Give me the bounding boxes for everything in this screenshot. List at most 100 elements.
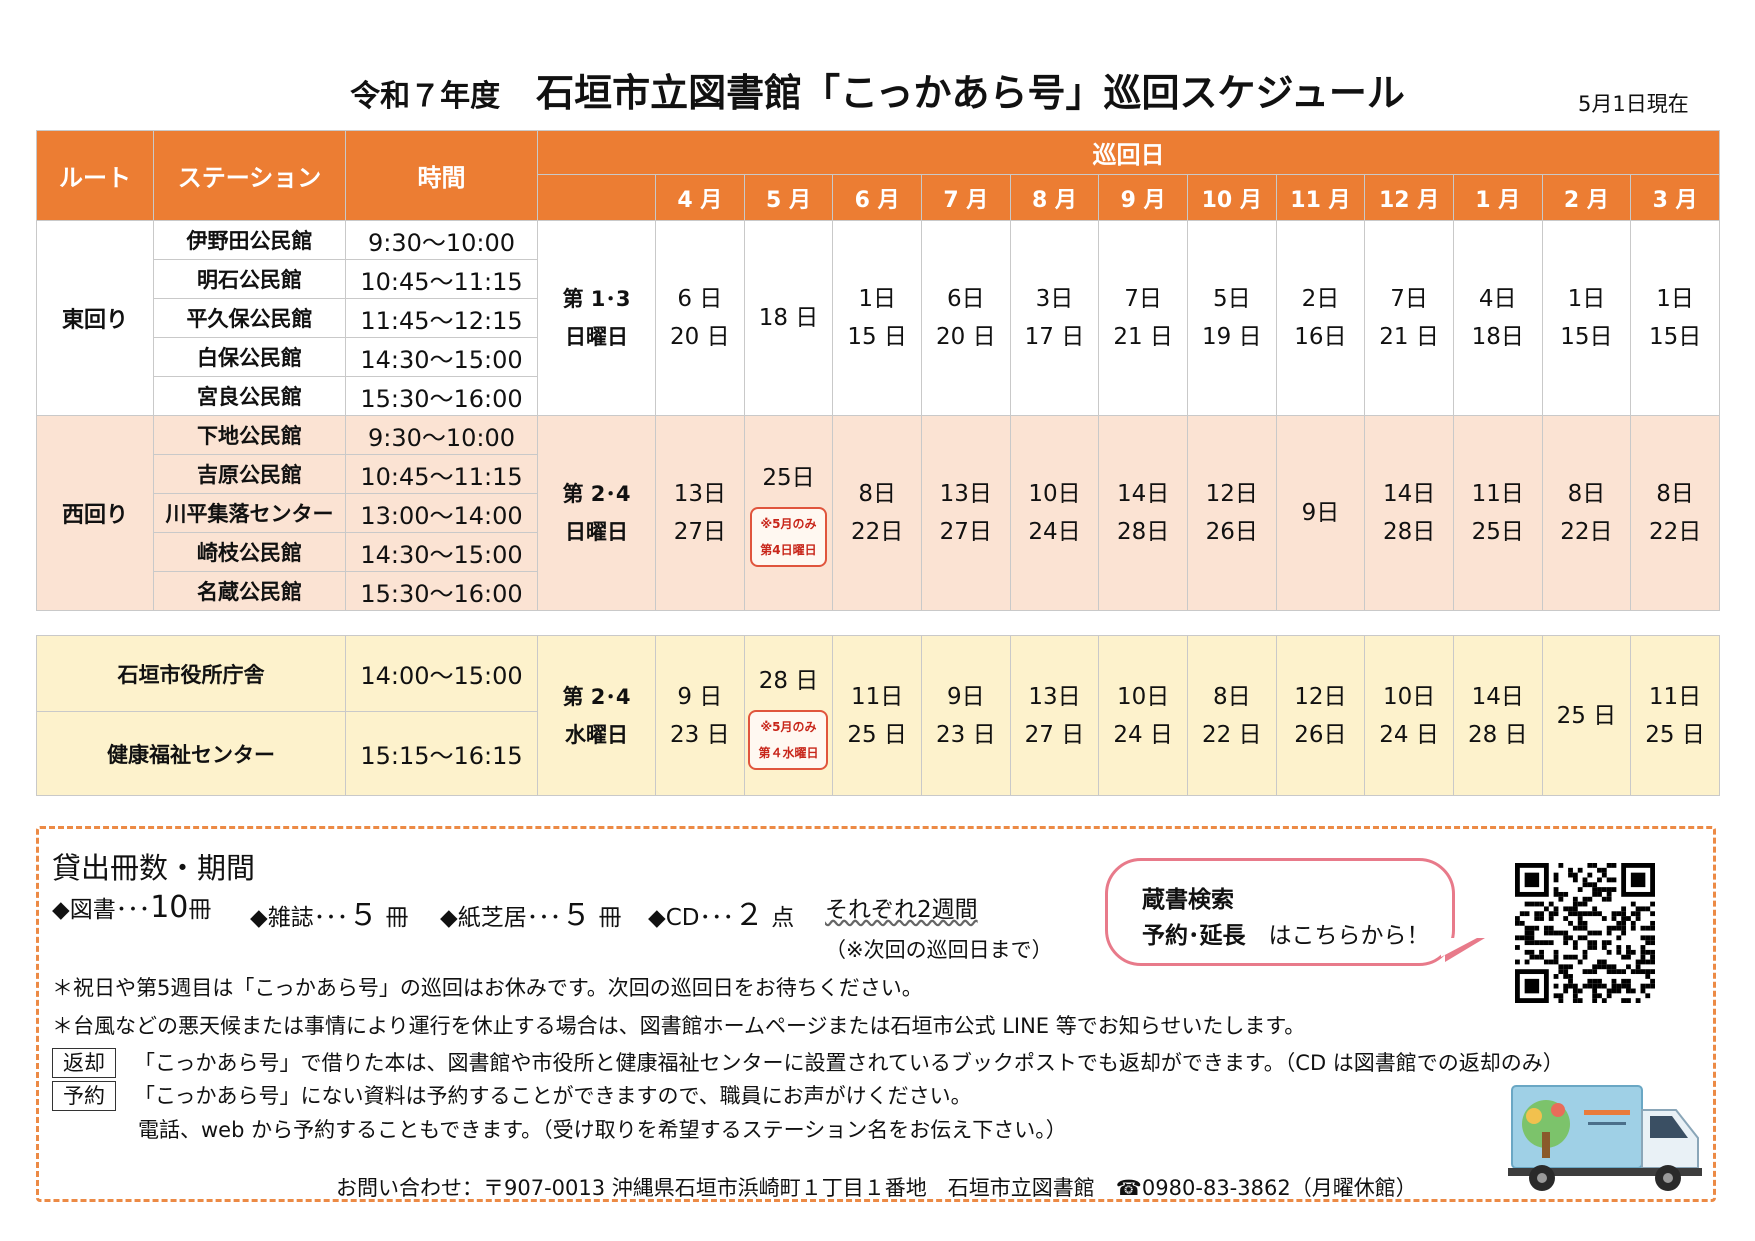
bubble-tail-inner bbox=[1441, 938, 1477, 957]
holiday-note: ＊祝日や第5週目は「こっかあら号」の巡回はお休みです。次回の巡回日をお待ちくださ… bbox=[52, 976, 923, 1000]
loan-cd: ◆CD･･･２ 点 bbox=[648, 898, 795, 933]
month-header: 1 月 bbox=[1452, 174, 1543, 221]
visit-dates: 14日 28日 bbox=[1098, 415, 1188, 611]
station-name: 下地公民館 bbox=[153, 415, 346, 455]
reserve-note-2: 電話、web から予約することもできます。（受け取りを希望するステーション名をお… bbox=[138, 1118, 1067, 1142]
weather-note: ＊台風などの悪天候または事情により運行を休止する場合は、図書館ホームページまたは… bbox=[52, 1014, 1306, 1038]
station-time: 10:45～11:15 bbox=[345, 454, 538, 494]
route-east: 東回り bbox=[36, 220, 154, 416]
visit-dates: 13日 27 日 bbox=[1009, 635, 1100, 796]
station-name: 健康福祉センター bbox=[36, 711, 346, 796]
header-week-blank bbox=[537, 174, 656, 221]
visit-dates: 9日 bbox=[1275, 415, 1366, 611]
loan-magazines: ◆雑誌･･･５ 冊 bbox=[250, 898, 409, 933]
station-time: 11:45～12:15 bbox=[345, 298, 538, 338]
fiscal-year: 令和７年度 bbox=[350, 79, 501, 114]
may-exception-badge: ※5月のみ 第４水曜日 bbox=[748, 709, 829, 770]
visit-dates: 8日 22日 bbox=[832, 415, 922, 611]
visit-dates: 14日 28 日 bbox=[1452, 635, 1543, 796]
station-name: 石垣市役所庁舎 bbox=[36, 635, 346, 712]
visit-dates: 11日 25 日 bbox=[832, 635, 922, 796]
station-name: 吉原公民館 bbox=[153, 454, 346, 494]
page-title: 令和７年度 石垣市立図書館「こっかあら号」巡回スケジュール bbox=[0, 62, 1755, 117]
visit-dates: 3日 17 日 bbox=[1009, 220, 1100, 416]
visit-dates: 11日 25日 bbox=[1452, 415, 1543, 611]
visit-dates: 6 日 20 日 bbox=[655, 220, 745, 416]
visit-dates: 13日 27日 bbox=[655, 415, 745, 611]
station-time: 14:30～15:00 bbox=[345, 532, 538, 572]
station-time: 15:15～16:15 bbox=[345, 711, 538, 796]
office-schedule-table: 石垣市役所庁舎 14:00～15:00 第 2･4 水曜日 9 日 23 日 28 … bbox=[36, 635, 1720, 796]
week-west: 第 2･4 日曜日 bbox=[537, 415, 656, 611]
month-header: 3 月 bbox=[1630, 174, 1720, 221]
week-east: 第 1･3 日曜日 bbox=[537, 220, 656, 416]
month-header: 11 月 bbox=[1275, 174, 1366, 221]
visit-dates: 8日 22 日 bbox=[1186, 635, 1277, 796]
visit-dates: 1日 15日 bbox=[1630, 220, 1720, 416]
visit-dates: 8日 22日 bbox=[1630, 415, 1720, 611]
contact-info: お問い合わせ：〒907-0013 沖縄県石垣市浜崎町１丁目１番地 石垣市立図書館… bbox=[336, 1176, 1417, 1200]
visit-dates: 4日 18日 bbox=[1452, 220, 1543, 416]
qr-code-icon[interactable] bbox=[1515, 863, 1655, 1003]
bubble-line-1: 蔵書検索 bbox=[1142, 887, 1234, 913]
month-header: 12 月 bbox=[1364, 174, 1454, 221]
reserve-note: 予約 「こっかあら号」にない資料は予約することができますので、職員にお声がけくださ… bbox=[52, 1080, 972, 1111]
visit-dates: 8日 22日 bbox=[1541, 415, 1632, 611]
schedule-title: 石垣市立図書館「こっかあら号」巡回スケジュール bbox=[536, 71, 1405, 115]
station-name: 名蔵公民館 bbox=[153, 571, 346, 611]
loan-period: それぞれ2週間 bbox=[825, 897, 978, 923]
return-label: 返却 bbox=[52, 1048, 116, 1078]
loan-kamishibai: ◆紙芝居･･･５ 冊 bbox=[440, 898, 622, 933]
month-header: 6 月 bbox=[832, 174, 922, 221]
month-header: 4 月 bbox=[655, 174, 745, 221]
visit-dates: 18 日 bbox=[743, 220, 834, 416]
route-schedule-table: ルート ステーション 時間 巡回日 4 月 5 月 6 月 7 月 8 月 9 … bbox=[36, 130, 1720, 611]
month-header: 5 月 bbox=[743, 174, 834, 221]
station-name: 明石公民館 bbox=[153, 259, 346, 299]
station-time: 14:00～15:00 bbox=[345, 635, 538, 712]
header-route: ルート bbox=[36, 130, 154, 221]
visit-dates: 10日 24日 bbox=[1009, 415, 1100, 611]
station-time: 9:30～10:00 bbox=[345, 415, 538, 455]
visit-dates: 10日 24 日 bbox=[1364, 635, 1454, 796]
station-time: 14:30～15:00 bbox=[345, 337, 538, 377]
header-visit-days: 巡回日 bbox=[537, 130, 1720, 175]
reserve-label: 予約 bbox=[52, 1081, 116, 1111]
visit-dates: 13日 27日 bbox=[920, 415, 1011, 611]
visit-dates: 25 日 bbox=[1541, 635, 1632, 796]
as-of-date: 5月1日現在 bbox=[1578, 92, 1689, 116]
loan-period-note: （※次回の巡回日まで） bbox=[825, 938, 1053, 962]
month-header: 2 月 bbox=[1541, 174, 1632, 221]
station-time: 13:00～14:00 bbox=[345, 493, 538, 533]
month-header: 8 月 bbox=[1009, 174, 1100, 221]
route-west: 西回り bbox=[36, 415, 154, 611]
visit-dates: 7日 21 日 bbox=[1098, 220, 1188, 416]
visit-dates-may-west: 25日 ※5月のみ 第4日曜日 bbox=[743, 415, 834, 611]
header-time: 時間 bbox=[345, 130, 538, 221]
visit-dates: 12日 26日 bbox=[1186, 415, 1277, 611]
station-name: 川平集落センター bbox=[153, 493, 346, 533]
header-station: ステーション bbox=[153, 130, 346, 221]
return-note: 返却 「こっかあら号」で借りた本は、図書館や市役所と健康福祉センターに設置されてい… bbox=[52, 1047, 1564, 1078]
month-header: 10 月 bbox=[1186, 174, 1277, 221]
station-name: 白保公民館 bbox=[153, 337, 346, 377]
visit-dates: 6日 20 日 bbox=[920, 220, 1011, 416]
visit-dates: 14日 28日 bbox=[1364, 415, 1454, 611]
may-exception-badge: ※5月のみ 第4日曜日 bbox=[750, 507, 827, 567]
bubble-line-2: 予約･延長 はこちらから！ bbox=[1142, 923, 1430, 949]
visit-dates: 12日 26日 bbox=[1275, 635, 1366, 796]
station-time: 10:45～11:15 bbox=[345, 259, 538, 299]
visit-dates: 10日 24 日 bbox=[1098, 635, 1188, 796]
visit-dates: 9 日 23 日 bbox=[655, 635, 745, 796]
visit-dates-may-office: 28 日 ※5月のみ 第４水曜日 bbox=[743, 635, 834, 796]
station-time: 15:30～16:00 bbox=[345, 571, 538, 611]
mobile-library-truck-icon bbox=[1508, 1085, 1702, 1191]
visit-dates: 2日 16日 bbox=[1275, 220, 1366, 416]
loan-books: ◆図書･･･10冊 bbox=[52, 890, 212, 925]
station-name: 伊野田公民館 bbox=[153, 220, 346, 260]
visit-dates: 11日 25 日 bbox=[1630, 635, 1720, 796]
info-box bbox=[36, 826, 1716, 1202]
station-name: 宮良公民館 bbox=[153, 376, 346, 416]
visit-dates: 9日 23 日 bbox=[920, 635, 1011, 796]
week-office: 第 2･4 水曜日 bbox=[537, 635, 656, 796]
